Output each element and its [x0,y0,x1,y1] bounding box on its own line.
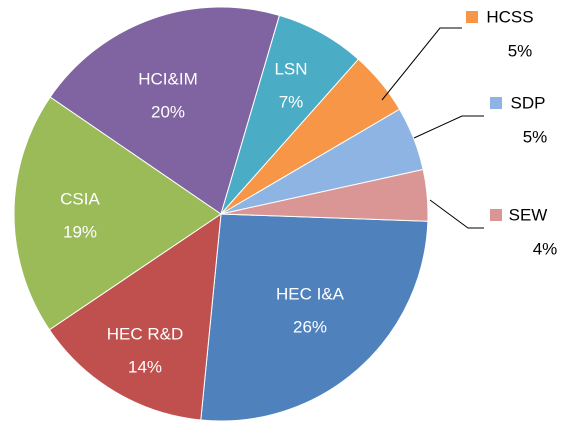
slice-label: LSN [274,59,307,78]
label-swatch [466,11,478,23]
slice-label: SDP [511,93,546,112]
leader-line [429,199,484,229]
label-swatch [490,209,502,221]
slice-label: HCSS [486,7,533,26]
slice-value: 4% [533,239,558,258]
pie-slice [48,212,222,421]
leader-line [381,27,462,101]
pie-slice [200,213,429,422]
slice-label: HEC I&A [276,284,345,303]
pie-slice [220,168,429,222]
slice-value: 26% [293,317,327,336]
slice-value: 5% [508,41,533,60]
slice-label: SEW [509,205,548,224]
slice-value: 5% [523,127,548,146]
slice-value: 19% [63,222,97,241]
slice-label: HCI&IM [138,69,198,88]
slice-value: 7% [279,92,304,111]
slice-value: 20% [151,102,185,121]
slice-label: HEC R&D [107,324,184,343]
slice-value: 14% [128,357,162,376]
leader-line [413,115,484,139]
pie-slice [49,6,281,215]
label-swatch [490,97,502,109]
slice-label: CSIA [60,189,100,208]
pie-slice [13,96,222,331]
